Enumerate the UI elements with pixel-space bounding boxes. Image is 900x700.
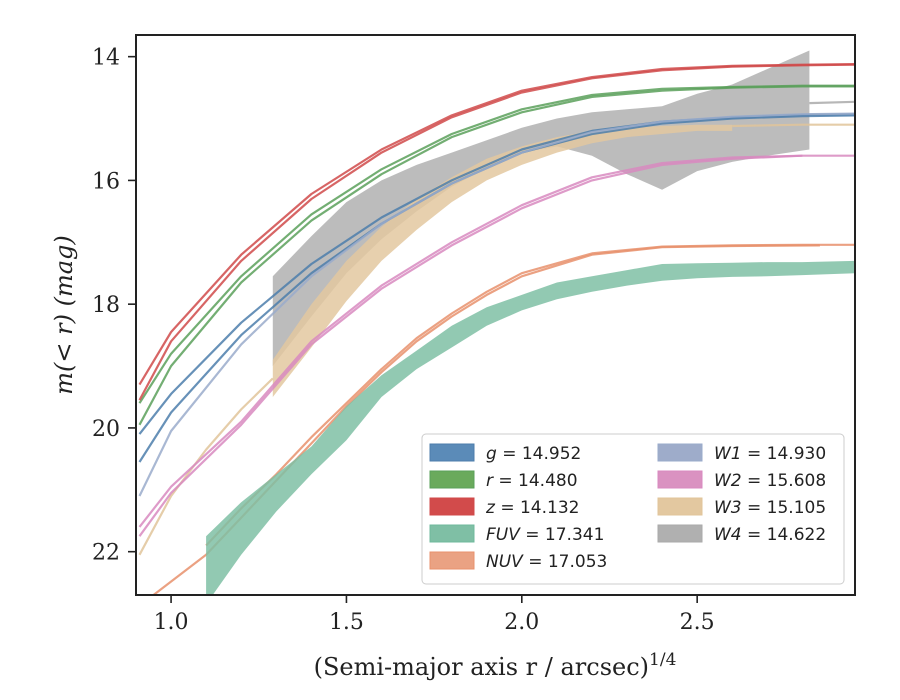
y-tick-label: 14 bbox=[92, 46, 120, 71]
legend-swatch-w1 bbox=[657, 443, 703, 462]
x-tick-label: 1.5 bbox=[329, 610, 364, 635]
series-z-line-2 bbox=[138, 63, 855, 386]
series-fuv-band bbox=[206, 260, 855, 595]
x-axis-label-text: (Semi-major axis r / arcsec) bbox=[314, 653, 649, 681]
legend-swatch-g bbox=[429, 443, 475, 462]
series-nuv-line-2 bbox=[205, 243, 855, 547]
legend-swatch-w2 bbox=[657, 470, 703, 489]
x-tick-label: 2.0 bbox=[504, 610, 539, 635]
legend-label-g: g = 14.952 bbox=[486, 444, 581, 464]
y-tick-label: 20 bbox=[92, 417, 120, 442]
legend-label-z: z = 14.132 bbox=[485, 498, 579, 518]
x-axis-label: (Semi-major axis r / arcsec)1/4 bbox=[314, 650, 677, 681]
legend-label-r: r = 14.480 bbox=[486, 471, 578, 491]
y-tick-label: 22 bbox=[92, 541, 120, 566]
legend-label-w4: W4 = 14.622 bbox=[714, 525, 826, 545]
series-w4-line-1 bbox=[809, 100, 855, 105]
plot-frame bbox=[135, 34, 856, 596]
x-axis-label-exponent: 1/4 bbox=[649, 650, 676, 670]
series-w2-line-2 bbox=[138, 154, 855, 528]
series-w3-band bbox=[272, 124, 733, 397]
legend-swatch-w4 bbox=[657, 524, 703, 543]
legend: g = 14.952 r = 14.480 z = 14.132 FUV = 17.3… bbox=[421, 433, 845, 585]
legend-swatch-fuv bbox=[429, 524, 475, 543]
plot-area bbox=[138, 50, 855, 595]
legend-swatch-z bbox=[429, 497, 475, 516]
x-tick-label: 2.5 bbox=[680, 610, 715, 635]
x-tick-label: 1.0 bbox=[154, 610, 189, 635]
axis-ticks: 1.0 1.5 2.0 2.5 14 16 18 20 22 bbox=[92, 46, 715, 635]
series-w3-line-1 bbox=[138, 377, 274, 556]
series-w1-line-1 bbox=[138, 112, 855, 497]
legend-label-fuv: FUV = 17.341 bbox=[486, 525, 604, 545]
series-w4-band bbox=[272, 50, 810, 366]
legend-label-w3: W3 = 15.105 bbox=[714, 498, 826, 518]
y-tick-label: 16 bbox=[92, 169, 120, 194]
legend-label-nuv: NUV = 17.053 bbox=[486, 552, 607, 572]
y-tick-label: 18 bbox=[92, 293, 120, 318]
series-w3-line-2 bbox=[732, 123, 855, 128]
legend-label-w2: W2 = 15.608 bbox=[714, 471, 826, 491]
legend-swatch-r bbox=[429, 470, 475, 489]
series-w2-line-1 bbox=[138, 154, 803, 537]
legend-swatch-nuv bbox=[429, 551, 475, 570]
legend-label-w1: W1 = 14.930 bbox=[714, 444, 826, 464]
legend-frame bbox=[421, 433, 845, 585]
series-r-line-2 bbox=[138, 84, 855, 404]
y-axis-label: m(< r) (mag) bbox=[50, 235, 78, 394]
legend-swatch-w3 bbox=[657, 497, 703, 516]
